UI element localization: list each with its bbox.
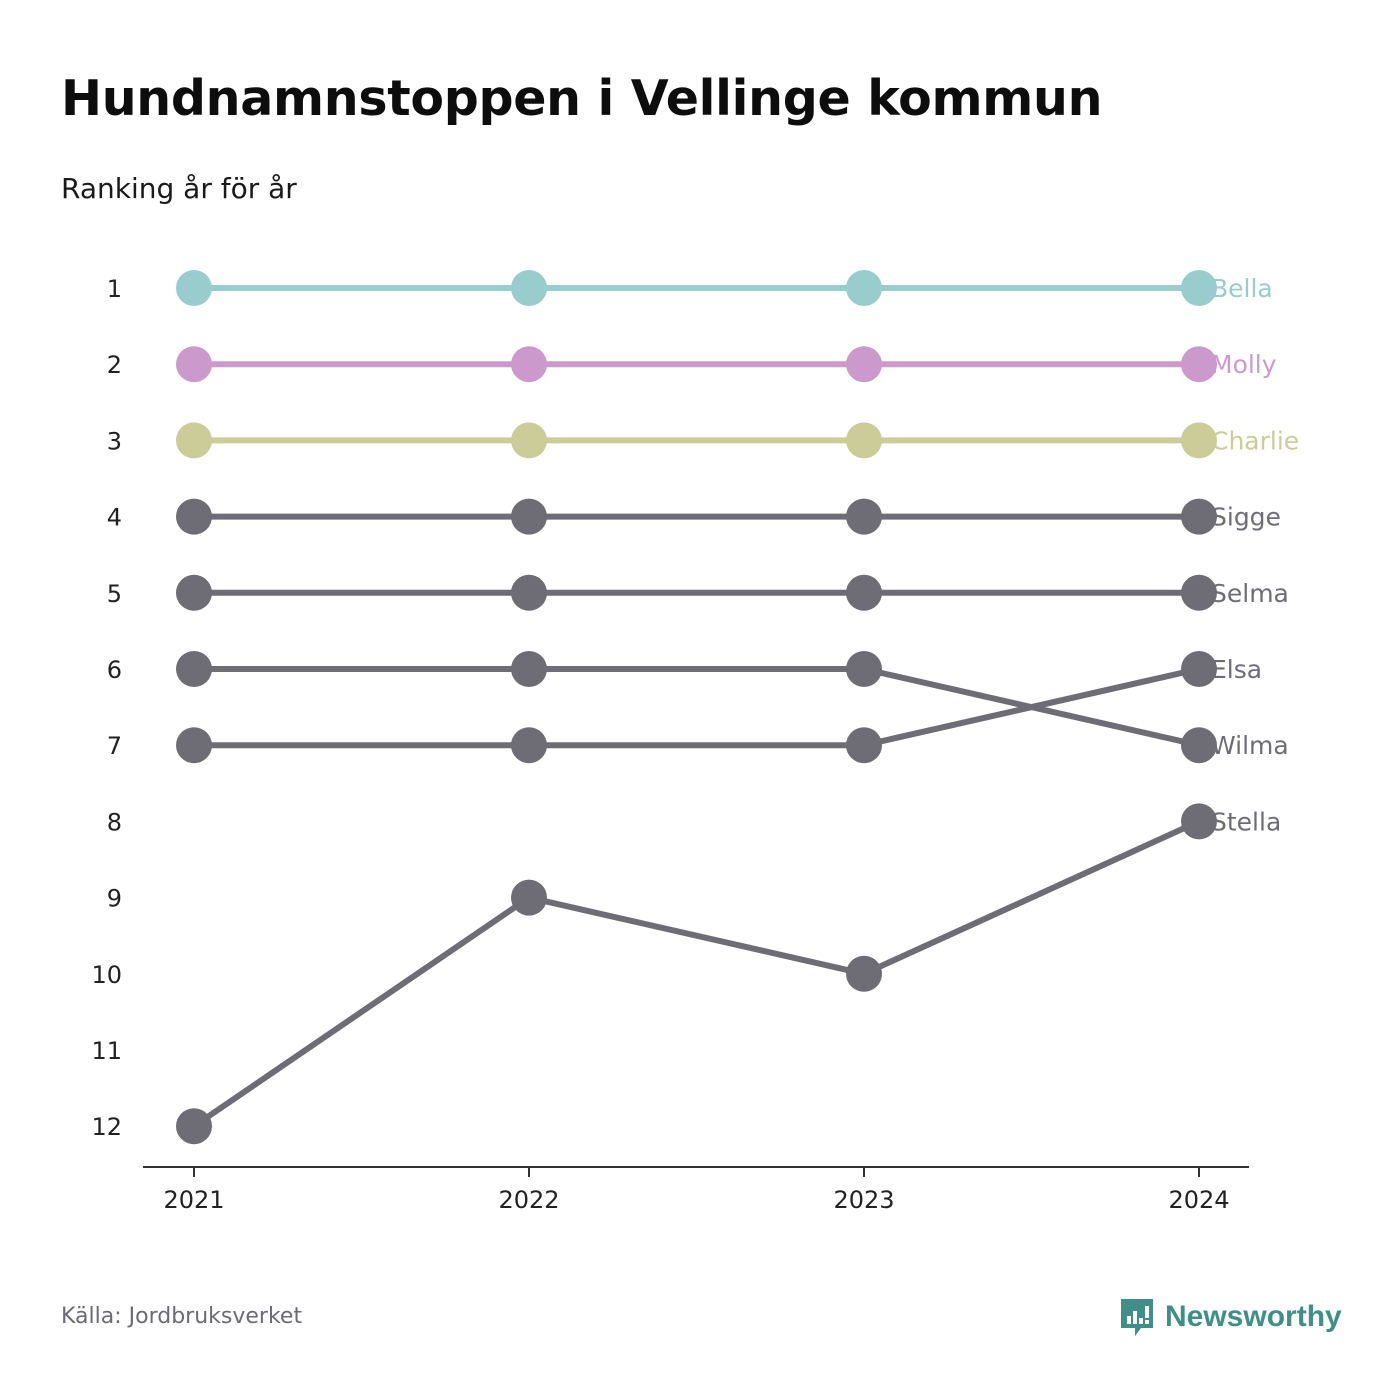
data-point-elsa	[176, 727, 212, 764]
data-point-selma	[176, 574, 212, 611]
series-label-elsa: Elsa	[1211, 655, 1262, 684]
data-point-charlie	[511, 422, 547, 459]
y-tick-label: 2	[107, 351, 122, 379]
y-tick-label: 8	[107, 808, 122, 836]
y-tick-label: 9	[107, 885, 122, 913]
data-point-bella	[846, 270, 882, 306]
data-point-stella	[846, 955, 882, 992]
y-tick-label: 11	[91, 1037, 122, 1065]
data-point-bella	[1181, 270, 1217, 306]
x-tick-label: 2024	[1168, 1186, 1229, 1214]
series-label-charlie: Charlie	[1211, 426, 1299, 455]
x-tick-label: 2023	[833, 1186, 894, 1214]
data-point-sigge	[511, 498, 547, 535]
data-point-molly	[511, 346, 547, 383]
y-tick-label: 4	[107, 504, 122, 532]
data-point-selma	[511, 574, 547, 611]
data-point-stella	[1181, 803, 1217, 840]
series-label-bella: Bella	[1211, 274, 1273, 303]
x-tick-label: 2022	[498, 1186, 559, 1214]
data-point-sigge	[176, 498, 212, 535]
y-tick-label: 12	[91, 1113, 122, 1141]
data-point-charlie	[176, 422, 212, 459]
data-point-wilma	[176, 651, 212, 687]
x-axis: 2021 2022 2023 2024	[143, 1166, 1249, 1214]
series-label-sigge: Sigge	[1211, 503, 1281, 532]
newsworthy-logo-icon	[1121, 1299, 1153, 1336]
data-point-molly	[1181, 346, 1217, 383]
data-point-wilma	[1181, 727, 1217, 764]
data-point-elsa	[1181, 651, 1217, 687]
data-point-elsa	[846, 727, 882, 764]
chart-subtitle: Ranking år för år	[61, 172, 297, 205]
data-point-sigge	[1181, 498, 1217, 535]
y-tick-label: 7	[107, 732, 122, 760]
series-lines	[191, 285, 1202, 1130]
brand-logo[interactable]: Newsworthy	[1119, 1296, 1342, 1338]
brand-name: Newsworthy	[1165, 1300, 1342, 1333]
series-line-wilma	[191, 666, 1202, 749]
series-label-stella: Stella	[1211, 807, 1281, 836]
data-point-molly	[846, 346, 882, 383]
series-labels: Bella Molly Charlie Sigge Selma Wilma Elsa Stel…	[1211, 274, 1299, 836]
data-point-molly	[176, 346, 212, 383]
data-point-charlie	[1181, 422, 1217, 459]
data-point-bella	[176, 270, 212, 306]
data-point-sigge	[846, 498, 882, 535]
y-tick-label: 1	[107, 275, 122, 303]
data-point-charlie	[846, 422, 882, 459]
y-tick-label: 10	[91, 961, 122, 989]
source-note: Källa: Jordbruksverket	[61, 1304, 303, 1329]
data-point-wilma	[511, 651, 547, 687]
y-tick-label: 3	[107, 427, 122, 455]
series-label-molly: Molly	[1211, 350, 1277, 379]
data-point-selma	[846, 574, 882, 611]
data-point-elsa	[511, 727, 547, 764]
series-label-selma: Selma	[1211, 579, 1289, 608]
chart-title: Hundnamnstoppen i Vellinge kommun	[61, 70, 1103, 127]
data-point-stella	[511, 879, 547, 916]
data-point-wilma	[846, 651, 882, 687]
data-point-selma	[1181, 574, 1217, 611]
data-point-bella	[511, 270, 547, 306]
series-line-elsa	[191, 666, 1202, 749]
series-points	[176, 270, 1217, 1145]
x-tick-label: 2021	[163, 1186, 224, 1214]
y-tick-label: 5	[107, 580, 122, 608]
series-label-wilma: Wilma	[1211, 731, 1289, 760]
y-tick-label: 6	[107, 656, 122, 684]
series-line-stella	[191, 818, 1202, 1130]
data-point-stella	[176, 1108, 212, 1145]
